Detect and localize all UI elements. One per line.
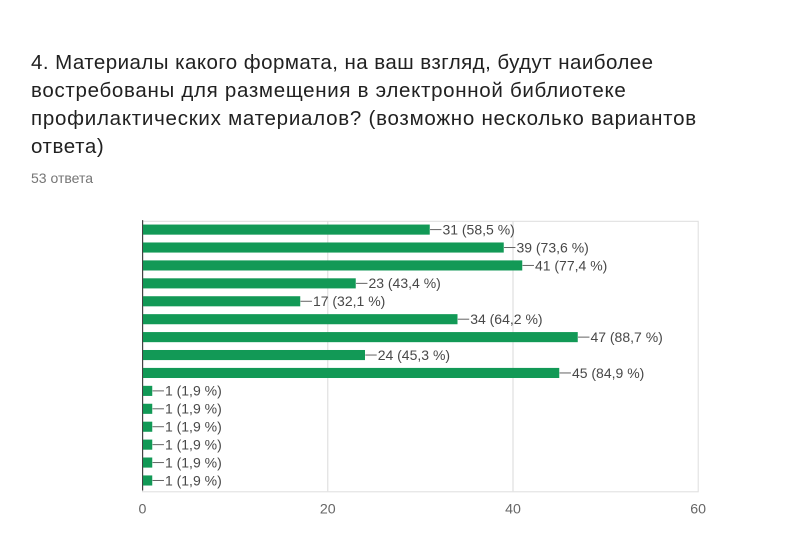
svg-text:40: 40 <box>505 501 521 517</box>
svg-text:41 (77,4 %): 41 (77,4 %) <box>535 257 607 273</box>
svg-text:1 (1,9 %): 1 (1,9 %) <box>165 401 222 417</box>
svg-text:20: 20 <box>320 501 336 517</box>
svg-text:17 (32,1 %): 17 (32,1 %) <box>313 293 385 309</box>
svg-text:31 (58,5 %): 31 (58,5 %) <box>442 221 514 237</box>
svg-text:60: 60 <box>690 501 706 517</box>
svg-text:23 (43,4 %): 23 (43,4 %) <box>368 275 440 291</box>
svg-text:1 (1,9 %): 1 (1,9 %) <box>165 383 222 399</box>
svg-text:34 (64,2 %): 34 (64,2 %) <box>470 311 542 327</box>
svg-text:47 (88,7 %): 47 (88,7 %) <box>590 329 662 345</box>
svg-text:45 (84,9 %): 45 (84,9 %) <box>572 365 644 381</box>
svg-text:39 (73,6 %): 39 (73,6 %) <box>516 239 588 255</box>
svg-text:1 (1,9 %): 1 (1,9 %) <box>165 472 222 488</box>
svg-text:1 (1,9 %): 1 (1,9 %) <box>165 454 222 470</box>
svg-text:24 (45,3 %): 24 (45,3 %) <box>378 347 450 363</box>
svg-text:1 (1,9 %): 1 (1,9 %) <box>165 419 222 435</box>
svg-text:0: 0 <box>139 501 147 517</box>
svg-text:1 (1,9 %): 1 (1,9 %) <box>165 436 222 452</box>
